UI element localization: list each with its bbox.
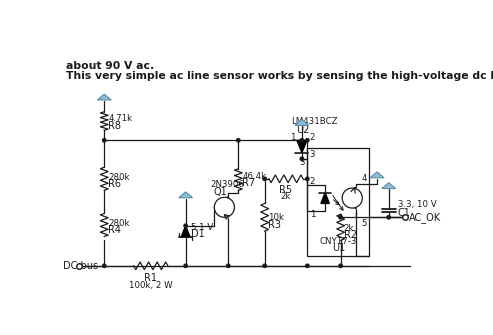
Text: 4: 4: [361, 174, 367, 183]
Circle shape: [184, 264, 187, 268]
Circle shape: [342, 188, 362, 208]
Text: 100k, 2 W: 100k, 2 W: [129, 280, 173, 289]
Polygon shape: [382, 183, 396, 189]
Text: 2: 2: [310, 177, 315, 186]
Text: about 90 V ac.: about 90 V ac.: [66, 61, 154, 71]
Circle shape: [184, 224, 187, 227]
Polygon shape: [181, 226, 190, 237]
Circle shape: [339, 264, 342, 268]
Text: 1: 1: [290, 133, 295, 142]
Text: DC bus: DC bus: [63, 261, 98, 271]
Circle shape: [227, 264, 230, 268]
Circle shape: [306, 264, 309, 268]
Polygon shape: [370, 172, 384, 178]
Text: R3: R3: [268, 220, 281, 230]
Text: 3.3, 10 V: 3.3, 10 V: [398, 200, 437, 209]
Circle shape: [300, 139, 304, 142]
Circle shape: [263, 177, 266, 181]
Text: 2k: 2k: [281, 192, 291, 201]
Text: 2N3906: 2N3906: [211, 181, 245, 190]
Text: R1: R1: [144, 273, 157, 283]
Text: R7: R7: [242, 179, 255, 188]
Text: 280k: 280k: [108, 219, 130, 228]
Circle shape: [339, 216, 342, 219]
Text: R6: R6: [108, 179, 121, 189]
Text: 46.4k: 46.4k: [242, 172, 266, 181]
Bar: [307, 148, 369, 256]
Text: 280k: 280k: [108, 173, 130, 182]
Text: 3: 3: [300, 158, 305, 167]
Text: U1: U1: [332, 243, 345, 253]
Text: 2: 2: [309, 133, 315, 142]
Circle shape: [403, 216, 407, 219]
Circle shape: [214, 197, 235, 217]
Polygon shape: [321, 193, 329, 203]
Polygon shape: [97, 94, 111, 100]
Circle shape: [306, 139, 309, 142]
Text: CNY17-3: CNY17-3: [319, 237, 357, 246]
Text: AC_OK: AC_OK: [409, 212, 441, 223]
Text: R8: R8: [108, 121, 121, 131]
Text: 4.71k: 4.71k: [108, 114, 132, 123]
Polygon shape: [297, 140, 307, 153]
Text: LM431BCZ: LM431BCZ: [291, 117, 338, 126]
Polygon shape: [178, 192, 193, 198]
Text: 2k: 2k: [344, 223, 354, 232]
Text: 1: 1: [310, 210, 315, 219]
Circle shape: [306, 177, 309, 181]
Text: 5.1 V: 5.1 V: [191, 223, 213, 232]
Text: This very simple ac line sensor works by sensing the high-voltage dc bus, with t: This very simple ac line sensor works by…: [66, 71, 493, 81]
Text: 3: 3: [309, 150, 315, 159]
Circle shape: [387, 216, 390, 219]
Text: U2: U2: [296, 125, 309, 135]
Circle shape: [300, 157, 304, 160]
Text: R5: R5: [280, 185, 292, 195]
Text: 5: 5: [361, 219, 367, 228]
Circle shape: [103, 139, 106, 142]
Polygon shape: [295, 120, 309, 125]
Circle shape: [263, 264, 266, 268]
Text: R2: R2: [344, 230, 357, 240]
Text: D1: D1: [191, 229, 205, 239]
Text: R4: R4: [108, 225, 121, 236]
Text: Q1: Q1: [213, 187, 227, 197]
Text: C1: C1: [398, 208, 411, 218]
Circle shape: [103, 264, 106, 268]
Circle shape: [237, 139, 240, 142]
Text: 10k: 10k: [268, 213, 284, 222]
